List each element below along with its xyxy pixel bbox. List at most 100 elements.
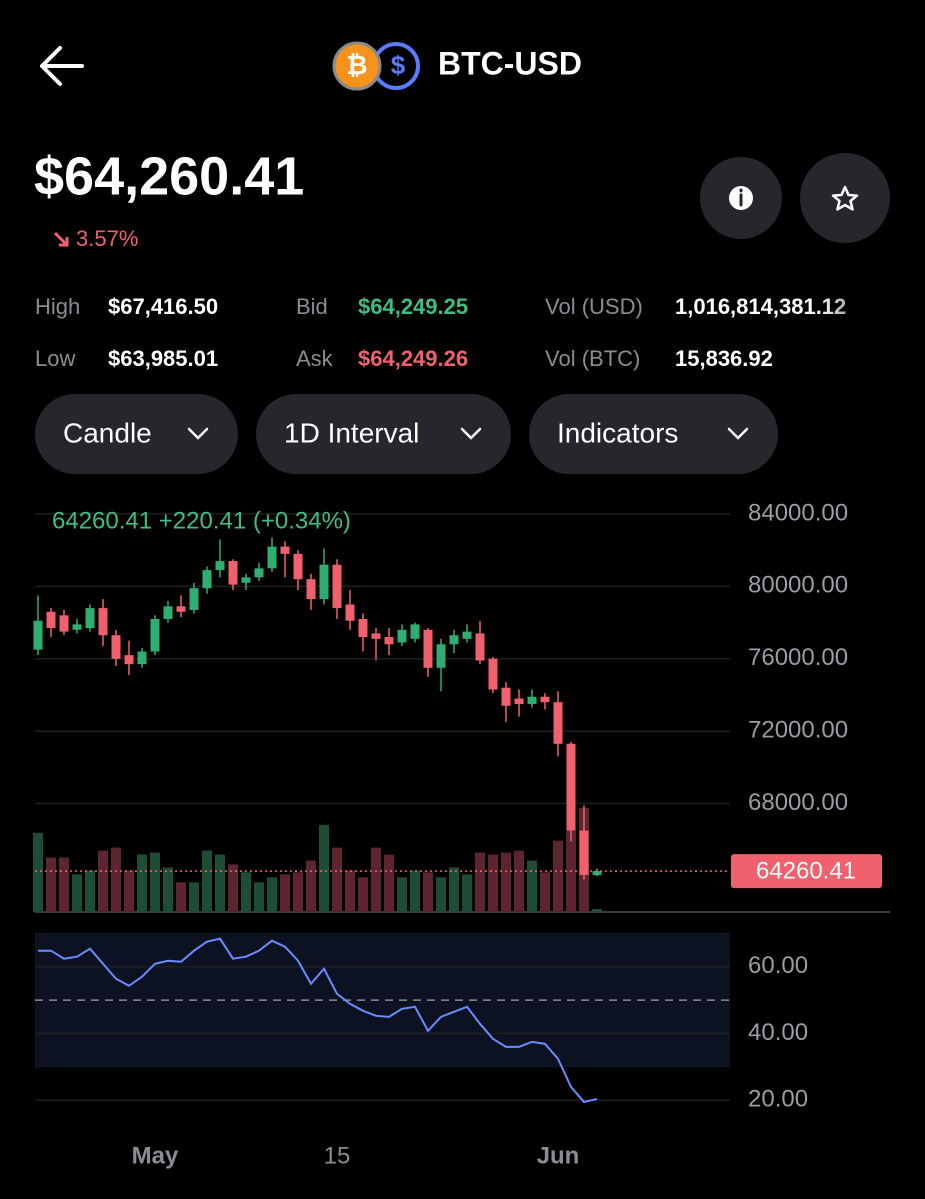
candle-body <box>553 702 563 744</box>
candle-body <box>137 651 147 665</box>
candle-body <box>202 570 212 589</box>
volume-bar <box>202 850 212 912</box>
candle-body <box>124 655 134 665</box>
candle-body <box>540 696 550 703</box>
candle-body <box>280 546 290 554</box>
volume-bar <box>33 832 43 912</box>
x-tick-label: 15 <box>324 1142 351 1169</box>
stat-label: High <box>35 294 80 319</box>
down-arrow <box>53 231 69 247</box>
volume-bar <box>46 857 56 912</box>
volume-bar <box>345 870 355 912</box>
volume-bar <box>293 872 303 912</box>
candle-body <box>527 696 537 704</box>
volume-bar <box>254 882 264 912</box>
volume-bar <box>475 852 485 912</box>
candle-body <box>384 637 394 645</box>
x-tick-label: May <box>132 1142 179 1169</box>
button-label: Candle <box>63 417 152 448</box>
stat-label: Vol (BTC) <box>545 346 640 371</box>
pair-title: BTC-USD <box>438 45 582 81</box>
candle-body <box>33 620 43 650</box>
volume-bar <box>540 872 550 912</box>
volume-bar <box>553 840 563 912</box>
back-button[interactable] <box>40 46 84 86</box>
candle-body <box>475 633 485 661</box>
candle-body <box>215 561 225 571</box>
volume-bar <box>150 852 160 912</box>
candle-body <box>397 629 407 643</box>
candle-body <box>319 564 329 600</box>
volume-bar <box>111 847 121 912</box>
x-tick-label: Jun <box>537 1142 580 1169</box>
candle-body <box>345 604 355 621</box>
volume-bar <box>384 854 394 912</box>
base-icon <box>332 41 382 91</box>
stat-value: $64,249.26 <box>358 346 468 371</box>
candle-body <box>267 546 277 569</box>
volume-bar <box>462 874 472 912</box>
volume-bar <box>124 870 134 912</box>
y-tick-label: 20.00 <box>748 1086 808 1113</box>
candle-body <box>150 618 160 652</box>
stat-value: 15,836.92 <box>675 346 773 371</box>
volume-bar <box>332 847 342 912</box>
button-bg <box>256 394 511 474</box>
volume-bar <box>306 860 316 912</box>
content: High $67,416.50 Bid $64,249.25 Vol (USD) 1,01… <box>33 294 890 1169</box>
candle-body <box>566 743 576 831</box>
volume-bar <box>319 824 329 912</box>
candle-body <box>254 568 264 578</box>
volume-bar <box>449 867 459 912</box>
candle-body <box>501 687 511 706</box>
stat-label: Bid <box>296 294 328 319</box>
volume-bar <box>176 882 186 912</box>
dropdown-button[interactable]: Candle <box>35 394 238 474</box>
stat-label: Low <box>35 346 75 371</box>
dropdown-button[interactable]: Indicators <box>529 394 778 474</box>
candle-body <box>592 871 602 876</box>
favorite-button[interactable] <box>800 153 890 243</box>
chevron-icon <box>460 427 482 440</box>
volume-bar <box>358 877 368 912</box>
volume-bar <box>436 877 446 912</box>
info-button[interactable] <box>700 157 782 239</box>
dropdown-button[interactable]: 1D Interval <box>256 394 511 474</box>
volume-bar <box>280 874 290 912</box>
candle-body <box>85 608 95 629</box>
volume-bar <box>59 857 69 912</box>
favorite-bg <box>800 153 890 243</box>
button-label: 1D Interval <box>284 417 419 448</box>
candle-body <box>514 698 524 704</box>
back-arrow <box>40 46 84 86</box>
y-tick-label: 84000.00 <box>748 499 848 526</box>
button-label: Indicators <box>557 417 678 448</box>
candle-body <box>332 564 342 609</box>
stat-value: $64,249.25 <box>358 294 468 319</box>
rsi-line <box>38 937 598 1104</box>
candle-body <box>176 606 186 612</box>
volume-bar <box>228 864 238 912</box>
volume-bar <box>423 872 433 912</box>
volume-bar <box>501 852 511 912</box>
chevron-icon <box>727 427 749 440</box>
volume-bar <box>163 867 173 912</box>
candle-body <box>436 644 446 668</box>
volume-bar <box>527 860 537 912</box>
stat-label: Vol (USD) <box>545 294 643 319</box>
volume-bar <box>85 870 95 912</box>
candle-body <box>98 608 108 636</box>
candle-body <box>163 606 173 619</box>
y-tick-label: 80000.00 <box>748 572 848 599</box>
candle-body <box>228 561 238 585</box>
candle-body <box>579 830 589 876</box>
button-bg <box>529 394 778 474</box>
candle-body <box>241 577 251 583</box>
candle-body <box>423 629 433 668</box>
volume-bar <box>137 854 147 912</box>
candle-body <box>111 635 121 659</box>
candle-body <box>72 624 82 630</box>
y-tick-label: 72000.00 <box>748 716 848 743</box>
candle-body <box>293 553 303 580</box>
quote-symbol: $ <box>391 50 406 80</box>
